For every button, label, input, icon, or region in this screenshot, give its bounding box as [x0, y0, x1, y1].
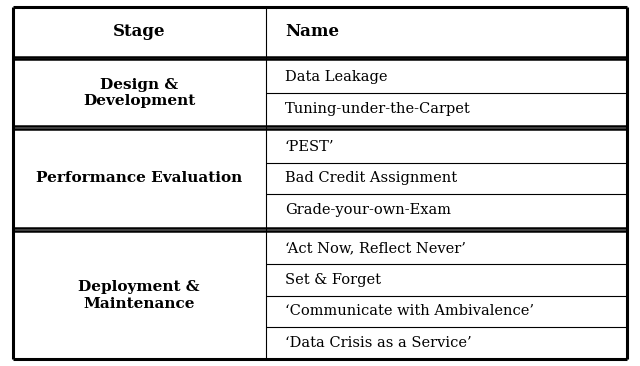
Text: Bad Credit Assignment: Bad Credit Assignment: [285, 171, 457, 186]
Text: Deployment &
Maintenance: Deployment & Maintenance: [79, 280, 200, 311]
Text: ‘Communicate with Ambivalence’: ‘Communicate with Ambivalence’: [285, 304, 534, 318]
Text: Design &
Development: Design & Development: [83, 78, 195, 108]
Text: Tuning-under-the-Carpet: Tuning-under-the-Carpet: [285, 102, 470, 116]
Text: Data Leakage: Data Leakage: [285, 70, 387, 84]
Text: Performance Evaluation: Performance Evaluation: [36, 171, 243, 186]
Text: Name: Name: [285, 22, 339, 40]
Text: ‘PEST’: ‘PEST’: [285, 140, 334, 154]
Text: ‘Data Crisis as a Service’: ‘Data Crisis as a Service’: [285, 336, 472, 350]
Text: Stage: Stage: [113, 22, 166, 40]
Text: Set & Forget: Set & Forget: [285, 273, 381, 287]
Text: Grade-your-own-Exam: Grade-your-own-Exam: [285, 203, 451, 217]
Text: ‘Act Now, Reflect Never’: ‘Act Now, Reflect Never’: [285, 241, 466, 255]
